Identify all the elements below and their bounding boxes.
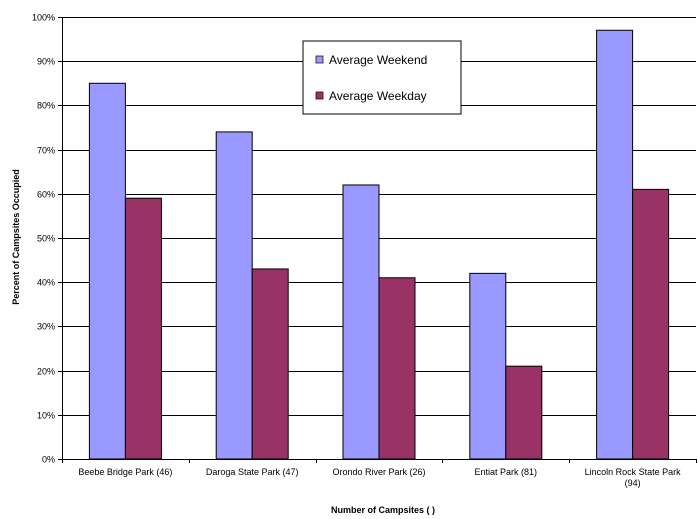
y-tick-label: 30% bbox=[37, 322, 55, 332]
bar-average-weekday bbox=[251, 268, 289, 460]
x-tick-label-line: Daroga State Park (47) bbox=[206, 467, 299, 477]
y-axis-title: Percent of Campsites Occupied bbox=[11, 169, 21, 305]
legend-box bbox=[302, 40, 462, 115]
x-axis-title: Number of Campsites ( ) bbox=[331, 505, 435, 515]
y-tick-label: 10% bbox=[37, 411, 55, 421]
y-tick-label: 90% bbox=[37, 57, 55, 67]
y-tick-label: 60% bbox=[37, 190, 55, 200]
x-tick-label: Orondo River Park (26) bbox=[332, 467, 425, 477]
y-tick-label: 80% bbox=[37, 101, 55, 111]
x-tick-labels: Beebe Bridge Park (46) Daroga State Park … bbox=[78, 467, 681, 488]
x-tick-label: Entiat Park (81) bbox=[475, 467, 538, 477]
y-tick-label: 50% bbox=[37, 234, 55, 244]
y-tick-label: 40% bbox=[37, 278, 55, 288]
y-tick-label: 70% bbox=[37, 146, 55, 156]
bar-average-weekday bbox=[378, 277, 416, 460]
x-tick-label-line: Beebe Bridge Park (46) bbox=[78, 467, 172, 477]
y-tick-label: 100% bbox=[32, 13, 55, 23]
x-tick-label-line: Entiat Park (81) bbox=[475, 467, 538, 477]
bar-average-weekend bbox=[88, 82, 126, 460]
axes bbox=[58, 17, 697, 463]
x-tick-label-line: Lincoln Rock State Park bbox=[585, 467, 682, 477]
bar-average-weekday bbox=[632, 188, 670, 460]
bar-average-weekend bbox=[596, 29, 634, 460]
y-tick-label: 20% bbox=[37, 367, 55, 377]
x-tick-label: Lincoln Rock State Park (94) bbox=[585, 467, 682, 488]
x-tick-label-line: Orondo River Park (26) bbox=[332, 467, 425, 477]
legend-swatch-average-weekday bbox=[315, 91, 324, 100]
legend: Average Weekend Average Weekday bbox=[302, 40, 462, 115]
bar-average-weekend bbox=[469, 272, 507, 460]
legend-label-average-weekend: Average Weekend bbox=[329, 53, 427, 67]
y-tick-label: 0% bbox=[42, 455, 55, 465]
y-tick-labels: 0% 10% 20% 30% 40% 50% 60% 70% 80% 90% 100% bbox=[32, 13, 55, 465]
legend-label-average-weekday: Average Weekday bbox=[329, 89, 427, 103]
bar-average-weekend bbox=[215, 131, 253, 460]
x-tick-label: Daroga State Park (47) bbox=[206, 467, 299, 477]
bar-average-weekend bbox=[342, 184, 380, 460]
x-tick-label: Beebe Bridge Park (46) bbox=[78, 467, 172, 477]
legend-swatch-average-weekend bbox=[315, 55, 324, 64]
x-tick-label-line: (94) bbox=[625, 478, 641, 488]
bar-average-weekday bbox=[505, 365, 543, 460]
bar-average-weekday bbox=[124, 197, 162, 460]
